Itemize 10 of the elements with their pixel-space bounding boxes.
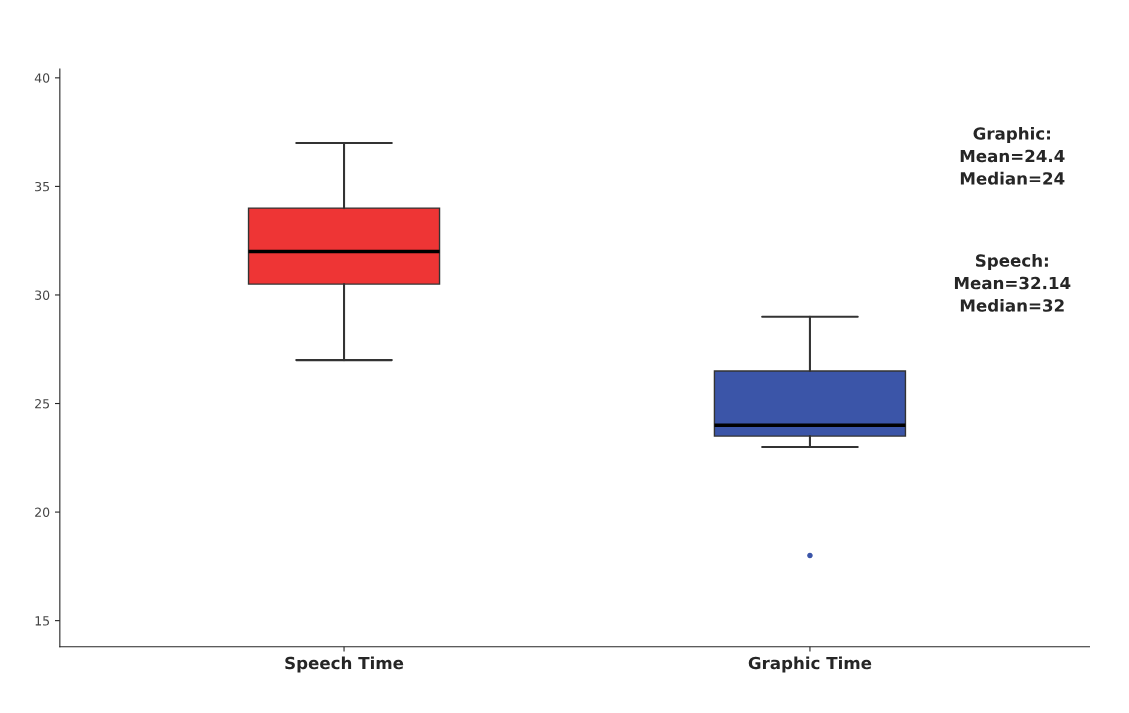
y-tick-label: 35 (35, 181, 50, 192)
y-tick-label: 15 (35, 616, 50, 626)
x-tick-label: Graphic Time (748, 656, 872, 673)
y-tick-label: 40 (34, 73, 50, 83)
annotation: Graphic: Mean=24.4 Median=24 (960, 126, 1065, 185)
annotation: Speech: Mean=32.14 Median=32 (954, 253, 1071, 312)
y-tick-label: 25 (35, 398, 50, 409)
y-tick-label: 30 (35, 290, 50, 300)
y-tick-label: 20 (35, 507, 50, 518)
x-tick-label: Speech Time (285, 656, 404, 673)
